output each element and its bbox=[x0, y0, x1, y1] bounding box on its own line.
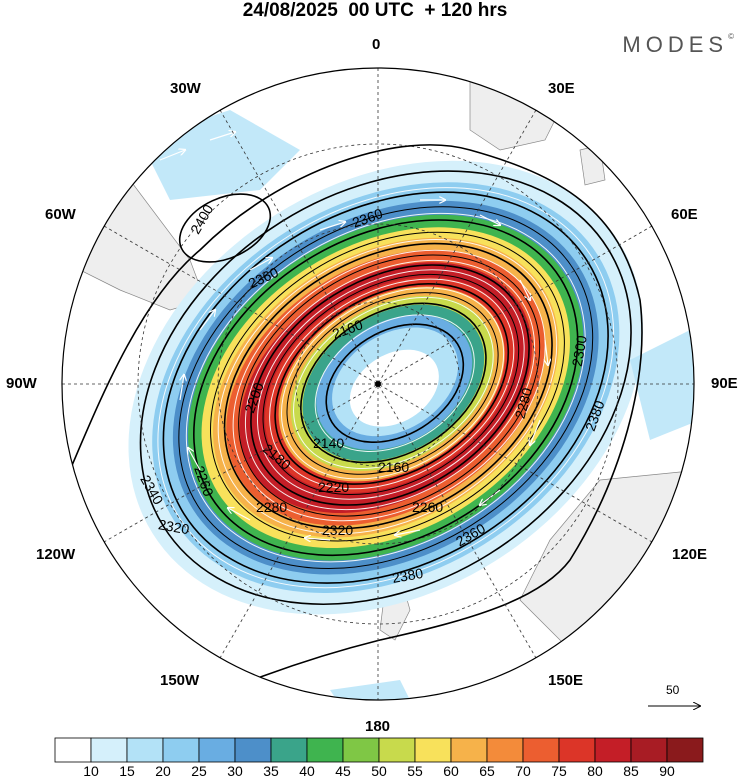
colorbar-cell bbox=[594, 737, 632, 763]
contour-2340 bbox=[178, 206, 594, 570]
colorbar-tick-label: 75 bbox=[551, 763, 567, 779]
colorbar-cell bbox=[522, 737, 560, 763]
contour-2160 bbox=[300, 302, 487, 464]
colorbar-tick-label: 30 bbox=[227, 763, 243, 779]
colorbar-tick-label: 70 bbox=[515, 763, 531, 779]
contour-2240 bbox=[250, 264, 530, 506]
contour-2280 bbox=[223, 242, 553, 530]
lon-label-180: 180 bbox=[365, 718, 391, 735]
copyright-mark: © bbox=[728, 32, 734, 41]
colorbar-cell bbox=[126, 737, 164, 763]
colorbar-tick-label: 40 bbox=[299, 763, 315, 779]
contour-2360 bbox=[162, 191, 609, 584]
contour-2200 bbox=[274, 283, 510, 485]
colorbar bbox=[54, 737, 704, 763]
contour-label-2320: 2320 bbox=[322, 522, 353, 538]
colorbar-cell bbox=[306, 737, 344, 763]
colorbar-cell bbox=[198, 737, 236, 763]
colorbar-tick-label: 10 bbox=[83, 763, 99, 779]
colorbar-cell bbox=[54, 737, 92, 763]
contour-label-2280: 2280 bbox=[256, 499, 287, 515]
contour-2220 bbox=[262, 273, 520, 496]
contour-2320 bbox=[193, 219, 579, 557]
colorbar-tick-label: 55 bbox=[407, 763, 423, 779]
colorbar-cell bbox=[90, 737, 128, 763]
colorbar-cell bbox=[414, 737, 452, 763]
lon-label-90w: 90W bbox=[6, 375, 37, 392]
modes-logo: MODES© bbox=[622, 32, 734, 58]
colorbar-tick-label: 80 bbox=[587, 763, 603, 779]
lon-label-30e: 30E bbox=[548, 80, 575, 97]
colorbar-tick-label: 15 bbox=[119, 763, 135, 779]
colorbar-cell bbox=[162, 737, 200, 763]
colorbar-tick-label: 25 bbox=[191, 763, 207, 779]
shade-10-inner bbox=[349, 349, 439, 427]
colorbar-cell bbox=[630, 737, 668, 763]
contour-label-2300: 2300 bbox=[569, 334, 590, 368]
contour-label-2160: 2160 bbox=[378, 459, 409, 475]
colorbar-cell bbox=[270, 737, 308, 763]
colorbar-tick-label: 50 bbox=[371, 763, 387, 779]
map-border bbox=[61, 67, 695, 701]
wind-streamlines bbox=[157, 187, 615, 589]
lon-label-150w: 150W bbox=[160, 672, 200, 689]
lon-label-150e: 150E bbox=[548, 672, 584, 689]
contour-label-2140: 2140 bbox=[313, 435, 344, 451]
colorbar-tick-label: 45 bbox=[335, 763, 351, 779]
south-pole-dot bbox=[375, 381, 381, 387]
colorbar-cell bbox=[450, 737, 488, 763]
lon-label-120e: 120E bbox=[672, 546, 708, 563]
map-title: 24/08/2025 00 UTC + 120 hrs bbox=[242, 0, 508, 21]
lon-label-90e: 90E bbox=[711, 375, 738, 392]
colorbar-tick-label: 90 bbox=[659, 763, 675, 779]
colorbar-tick-label: 20 bbox=[155, 763, 171, 779]
graticule bbox=[62, 68, 694, 700]
contour-2400-outer bbox=[69, 144, 643, 700]
contour-2300 bbox=[210, 231, 565, 542]
colorbar-cell bbox=[486, 737, 524, 763]
colorbar-tick-label: 65 bbox=[479, 763, 495, 779]
contour-label-2380: 2380 bbox=[391, 565, 425, 586]
contour-label-2280: 2280 bbox=[512, 386, 536, 420]
colorbar-cell bbox=[666, 737, 704, 763]
colorbar-tick-label: 35 bbox=[263, 763, 279, 779]
lon-label-60w: 60W bbox=[45, 206, 76, 223]
colorbar-cell bbox=[558, 737, 596, 763]
map-disk bbox=[62, 68, 694, 700]
wind-scale-label: 50 bbox=[666, 683, 680, 697]
colorbar-cell bbox=[234, 737, 272, 763]
contour-label-2320: 2320 bbox=[157, 516, 191, 537]
lon-label-120w: 120W bbox=[36, 546, 76, 563]
contour-label-2220: 2220 bbox=[318, 479, 349, 495]
contour-label-2260: 2260 bbox=[412, 499, 443, 515]
modes-logo-text: MODES bbox=[622, 32, 729, 57]
colorbar-tick-label: 60 bbox=[443, 763, 459, 779]
contour-2180 bbox=[286, 292, 499, 475]
contour-2140 bbox=[325, 323, 465, 444]
colorbar-tick-label: 85 bbox=[623, 763, 639, 779]
lon-label-0: 0 bbox=[372, 36, 381, 53]
lon-label-60e: 60E bbox=[671, 206, 698, 223]
colorbar-cell bbox=[378, 737, 416, 763]
colorbar-cell bbox=[342, 737, 380, 763]
lon-label-30w: 30W bbox=[170, 80, 201, 97]
contour-2380 bbox=[139, 170, 632, 606]
contour-2400-closed bbox=[178, 193, 272, 263]
